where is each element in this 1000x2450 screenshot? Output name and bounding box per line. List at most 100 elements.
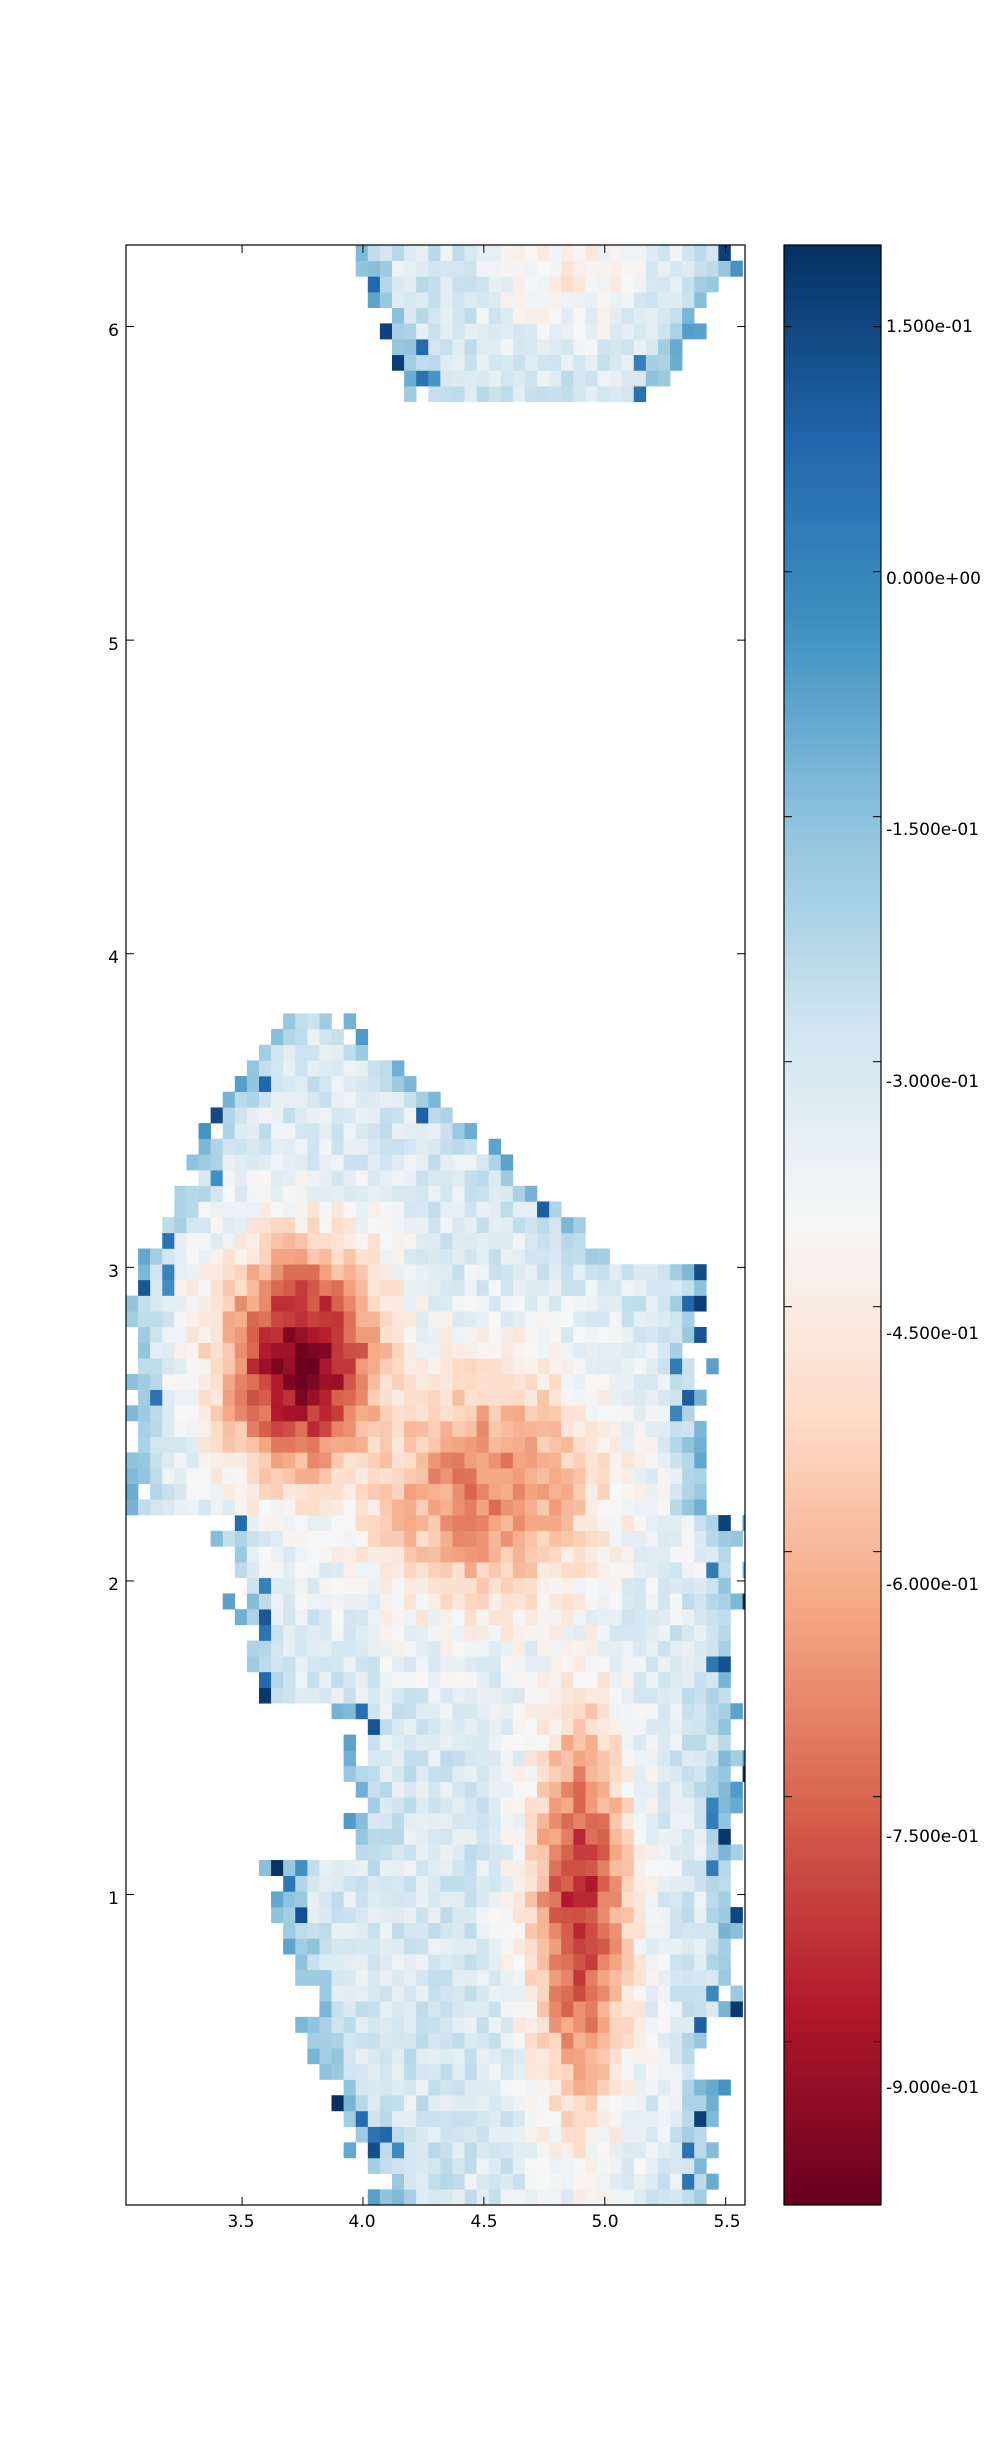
heatmap-cell <box>319 1013 332 1030</box>
heatmap-cell <box>573 2048 586 2065</box>
heatmap-cell <box>331 1530 344 1547</box>
heatmap-cell <box>452 1138 465 1155</box>
heatmap-cell <box>524 245 538 261</box>
heatmap-cell <box>682 2095 695 2112</box>
heatmap-cell <box>428 1734 441 1751</box>
heatmap-cell <box>404 1185 417 1202</box>
heatmap-cell <box>488 2095 502 2112</box>
heatmap-cell <box>670 1562 683 1579</box>
heatmap-cell <box>126 1452 139 1469</box>
heatmap-cell <box>512 1969 526 1986</box>
heatmap-cell <box>682 2001 695 2018</box>
heatmap-cell <box>645 1656 659 1673</box>
heatmap-cell <box>416 1530 429 1547</box>
heatmap-cell <box>718 1813 731 1829</box>
heatmap-cell <box>488 1907 502 1924</box>
heatmap-cell <box>476 370 489 387</box>
heatmap-cell <box>319 1342 332 1359</box>
heatmap-cell <box>621 1405 635 1422</box>
heatmap-cell <box>573 2032 586 2049</box>
heatmap-cell <box>307 1609 320 1626</box>
heatmap-cell <box>657 1781 671 1798</box>
heatmap-cell <box>319 1044 332 1061</box>
heatmap-cell <box>657 1687 671 1704</box>
heatmap-cell <box>379 245 393 261</box>
heatmap-cell <box>657 1546 671 1563</box>
heatmap-cell <box>452 1326 465 1343</box>
heatmap-cell <box>621 2001 635 2018</box>
heatmap-cell <box>404 1076 417 1093</box>
heatmap-cell <box>512 2048 526 2065</box>
heatmap-cell <box>682 260 695 277</box>
heatmap-cell <box>440 1907 453 1924</box>
heatmap-cell <box>271 1624 284 1641</box>
heatmap-cell <box>222 1405 236 1422</box>
heatmap-cell <box>682 1844 695 1861</box>
heatmap-cell <box>234 1436 248 1453</box>
heatmap-cell <box>283 1671 296 1688</box>
heatmap-cell <box>609 2079 622 2096</box>
heatmap-cell <box>416 1499 429 1516</box>
heatmap-cell <box>670 2016 683 2033</box>
heatmap-cell <box>585 1734 598 1751</box>
heatmap-cell <box>488 1687 502 1704</box>
heatmap-cell <box>476 1201 489 1218</box>
heatmap-cell <box>331 2032 344 2049</box>
heatmap-cell <box>633 323 647 340</box>
heatmap-cell <box>150 1358 163 1375</box>
heatmap-cell <box>198 1279 211 1296</box>
heatmap-cell <box>694 1530 707 1547</box>
heatmap-cell <box>488 1891 502 1908</box>
heatmap-cell <box>464 2063 477 2080</box>
heatmap-cell <box>428 307 441 324</box>
heatmap-cell <box>428 1687 441 1704</box>
heatmap-cell <box>452 1718 465 1735</box>
heatmap-cell <box>694 1389 707 1406</box>
heatmap-cell <box>452 1546 465 1563</box>
heatmap-cell <box>452 276 465 293</box>
heatmap-cell <box>549 292 562 309</box>
heatmap-cell <box>174 1311 187 1328</box>
heatmap-cell <box>367 1154 381 1171</box>
heatmap-cell <box>645 1515 659 1532</box>
heatmap-cell <box>573 1279 586 1296</box>
heatmap-cell <box>682 1954 695 1971</box>
heatmap-cell <box>222 1311 236 1328</box>
heatmap-cell <box>464 1969 477 1986</box>
heatmap-cell <box>524 386 538 403</box>
colorbar-tick-label: -4.500e-01 <box>886 1324 979 1344</box>
heatmap-cell <box>524 1295 538 1312</box>
heatmap-cell <box>319 1232 332 1249</box>
heatmap-cell <box>391 1624 405 1641</box>
heatmap-cell <box>440 1326 453 1343</box>
heatmap-cell <box>512 2063 526 2080</box>
heatmap-cell <box>367 2001 381 2018</box>
heatmap-cell <box>295 1421 308 1437</box>
heatmap-cell <box>633 1954 647 1971</box>
heatmap-cell <box>331 1264 344 1281</box>
heatmap-cell <box>476 1170 489 1187</box>
heatmap-cell <box>609 245 622 261</box>
heatmap-cell <box>476 1326 489 1343</box>
heatmap-cell <box>246 1123 260 1140</box>
heatmap-cell <box>657 1421 671 1437</box>
heatmap-cell <box>573 1844 586 1861</box>
heatmap-cell <box>512 1499 526 1516</box>
heatmap-cell <box>367 1969 381 1986</box>
heatmap-cell <box>682 1326 695 1343</box>
heatmap-cell <box>464 1985 477 2002</box>
heatmap-cell <box>186 1405 199 1422</box>
heatmap-cell <box>657 1311 671 1328</box>
heatmap-cell <box>561 2079 574 2096</box>
heatmap-cell <box>537 1248 550 1265</box>
heatmap-cell <box>657 2048 671 2065</box>
heatmap-cell <box>416 1907 429 1924</box>
heatmap-cell <box>512 386 526 403</box>
heatmap-cell <box>440 245 453 261</box>
heatmap-cell <box>657 2063 671 2080</box>
heatmap-cell <box>645 276 659 293</box>
heatmap-cell <box>657 1624 671 1641</box>
heatmap-cell <box>295 1389 308 1406</box>
heatmap-cell <box>488 1640 502 1657</box>
heatmap-cell <box>186 1311 199 1328</box>
